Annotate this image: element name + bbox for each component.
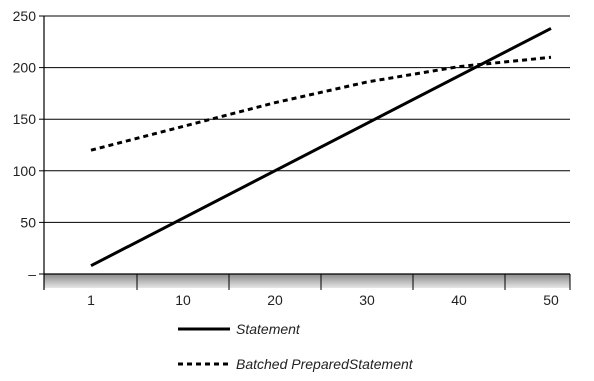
y-tick-labels: – 50 100 150 200 250 bbox=[13, 8, 37, 282]
y-tick-label: – bbox=[28, 266, 36, 282]
legend-label-batched-preparedstatement: Batched PreparedStatement bbox=[236, 356, 414, 372]
x-tick-label: 10 bbox=[175, 292, 191, 308]
legend-label-statement: Statement bbox=[236, 321, 301, 337]
x-tick-label: 20 bbox=[267, 292, 283, 308]
gridlines bbox=[39, 15, 570, 275]
y-tick-label: 200 bbox=[13, 60, 37, 76]
y-tick-label: 50 bbox=[20, 214, 36, 230]
x-tick-label: 40 bbox=[451, 292, 467, 308]
y-tick-label: 100 bbox=[13, 163, 37, 179]
x-tick-label: 30 bbox=[359, 292, 375, 308]
y-tick-label: 250 bbox=[13, 8, 37, 24]
legend: Statement Batched PreparedStatement bbox=[178, 321, 414, 372]
x-tick-label: 50 bbox=[543, 292, 559, 308]
x-tick-label: 1 bbox=[87, 292, 95, 308]
series-lines bbox=[90, 27, 552, 268]
x-tick-marks bbox=[43, 274, 571, 290]
series-line-batched-preparedstatement bbox=[90, 55, 552, 152]
x-tick-labels: 1 10 20 30 40 50 bbox=[87, 292, 559, 308]
x-axis-floor bbox=[44, 274, 570, 288]
y-tick-label: 150 bbox=[13, 111, 37, 127]
series-line-statement bbox=[90, 27, 552, 268]
